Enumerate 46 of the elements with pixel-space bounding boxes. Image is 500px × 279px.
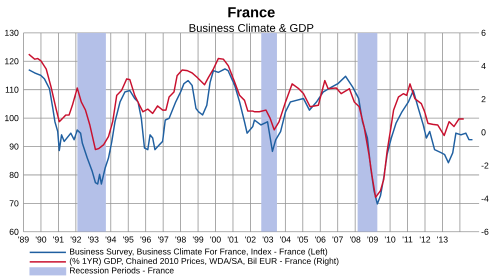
legend-label: (% 1YR) GDP, Chained 2010 Prices, WDA/SA, Bil EUR - France (Right) <box>70 258 338 266</box>
x-tick-label: '97 <box>158 236 168 243</box>
y-tick-label: 80 <box>10 172 18 178</box>
chart-subtitle: Business Climate & GDP <box>190 24 314 32</box>
y2-tick-label: 2 <box>482 96 486 102</box>
x-tick-label: '93 <box>88 236 99 243</box>
x-tick-label: '07 <box>332 236 343 243</box>
y2-tick-label: 6 <box>482 30 486 36</box>
y2-tick-label: 4 <box>481 63 486 70</box>
chart-title: France <box>228 7 275 18</box>
y-tick-label: 70 <box>10 200 18 207</box>
x-tick-label: '96 <box>140 236 151 243</box>
x-tick-label: '08 <box>350 236 360 243</box>
y-tick-label: 130 <box>5 30 18 36</box>
x-tick-label: '02 <box>245 236 256 243</box>
y2-tick-label: -2 <box>482 162 488 169</box>
y2-tick-label: 0 <box>481 129 486 136</box>
x-tick-label: '11 <box>402 236 412 243</box>
x-tick-label: '06 <box>315 236 326 243</box>
x-tick-label: '94 <box>106 236 116 243</box>
x-tick-label: '10 <box>384 236 396 243</box>
x-tick-label: '91 <box>53 236 64 243</box>
x-tick-label: '12 <box>420 236 430 243</box>
y-tick-label: 110 <box>6 86 18 93</box>
y2-tick-label: -6 <box>482 228 488 235</box>
x-tick-label: '90 <box>36 236 46 243</box>
x-tick-label: '09 <box>367 236 378 243</box>
y-tick-label: 120 <box>5 58 18 64</box>
x-tick-label: '98 <box>175 236 186 243</box>
legend-label: Business Survey, Business Climate For France, Index - France (Left) <box>70 248 328 256</box>
y2-tick-label: -4 <box>482 196 489 202</box>
x-tick-label: '92 <box>70 236 82 243</box>
x-tick-label: '13 <box>437 236 448 243</box>
x-tick-label: '00 <box>210 236 221 243</box>
x-tick-label: '03 <box>262 236 274 243</box>
x-tick-label: '05 <box>298 236 308 243</box>
legend-label: Recession Periods - France <box>70 267 174 274</box>
x-tick-label: '04 <box>280 236 291 243</box>
x-tick-label: '89 <box>18 236 29 243</box>
x-tick-label: '99 <box>192 236 204 243</box>
y-tick-label: 100 <box>5 115 18 122</box>
y-tick-label: 90 <box>10 144 18 150</box>
y-tick-label: 60 <box>10 228 18 235</box>
line-series <box>28 54 464 198</box>
x-tick-label: '01 <box>228 236 238 243</box>
x-tick-label: '95 <box>123 236 134 243</box>
